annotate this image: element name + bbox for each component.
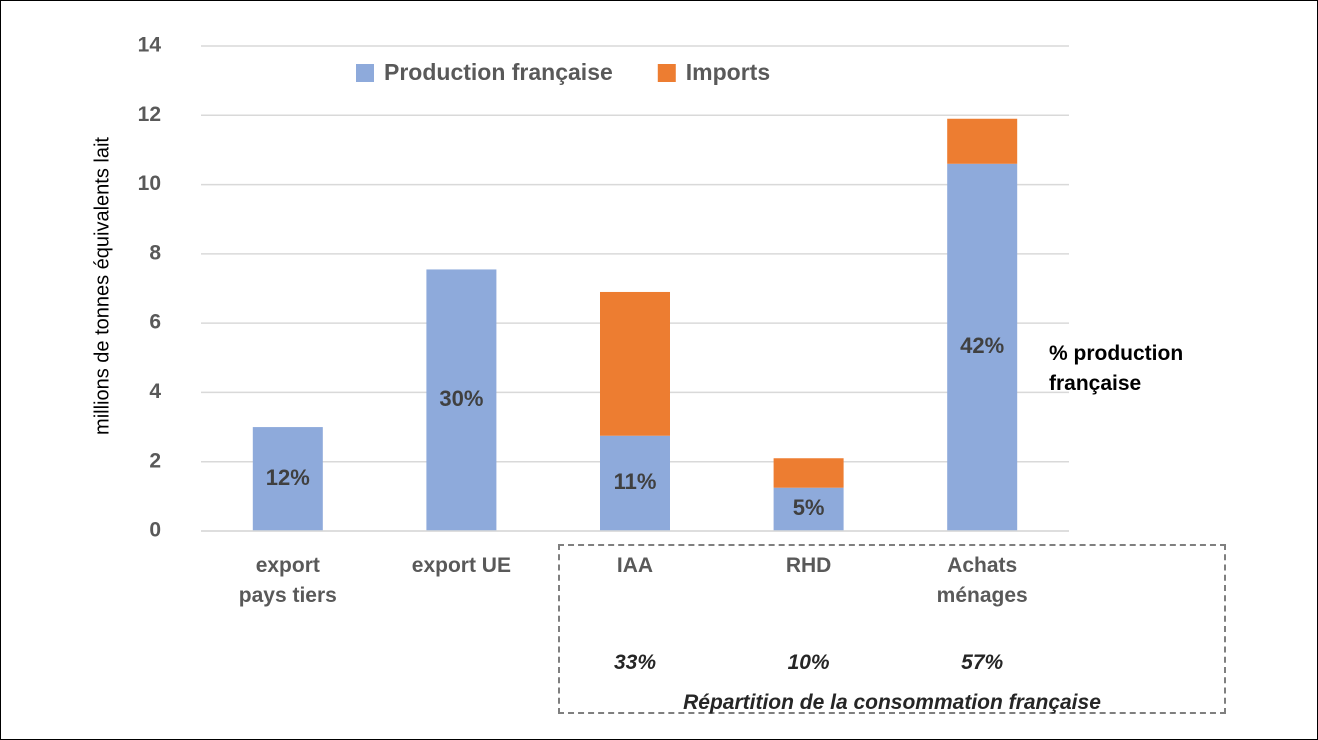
production-note: % production française (1049, 342, 1184, 395)
y-tick-label: 8 (149, 241, 161, 264)
x-tick-label: RHD (785, 554, 832, 577)
bar-segment (947, 163, 1018, 532)
consumption-share: 10% (787, 651, 830, 674)
bar-segment (252, 427, 323, 531)
y-tick-label: 6 (149, 311, 161, 334)
bar-segment (773, 487, 844, 531)
production-share: 12% (266, 465, 310, 490)
y-tick-label: 2 (149, 449, 161, 472)
consumption-box (558, 544, 1226, 714)
legend-swatch (356, 64, 374, 82)
y-tick-label: 4 (149, 380, 161, 403)
production-share: 30% (439, 386, 483, 411)
legend-label: Production française (384, 59, 613, 85)
y-tick-label: 12 (138, 103, 161, 126)
bar-segment (600, 435, 670, 531)
consumption-note: Répartition de la consommation française (683, 691, 1101, 714)
x-tick-label: export UE (411, 554, 511, 577)
y-tick-label: 14 (138, 34, 162, 57)
production-share: 11% (614, 469, 657, 494)
bar-segment (426, 269, 497, 531)
consumption-share: 57% (961, 651, 1004, 674)
consumption-share: 33% (613, 651, 657, 674)
x-tick-label: IAA (616, 554, 654, 577)
legend-swatch (657, 64, 676, 82)
y-tick-label: 10 (138, 172, 161, 195)
production-share: 5% (793, 495, 825, 520)
y-axis-label: millions de tonnes équivalents lait (91, 137, 113, 435)
bar-segment (947, 118, 1018, 164)
bar-segment (600, 291, 670, 436)
legend-label: Imports (686, 59, 770, 85)
x-tick-label: Achats ménages (936, 554, 1028, 607)
y-tick-label: 0 (149, 519, 161, 542)
production-share: 42% (960, 333, 1004, 358)
x-tick-label: export pays tiers (238, 554, 337, 607)
bar-segment (773, 458, 844, 488)
